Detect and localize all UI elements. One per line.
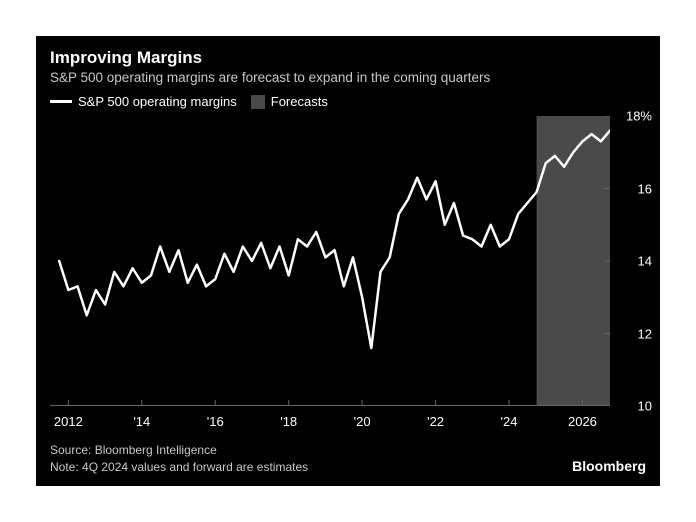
x-axis-label: '20 [354,414,371,429]
y-axis-label: 14 [638,254,652,269]
page-frame: Improving Margins S&P 500 operating marg… [0,0,696,522]
y-axis-label: 12 [638,326,652,341]
legend: S&P 500 operating margins Forecasts [50,94,328,109]
chart-container: Improving Margins S&P 500 operating marg… [36,36,660,486]
legend-forecast: Forecasts [251,94,328,109]
legend-rect-swatch [251,95,265,109]
x-axis-label: '18 [280,414,297,429]
brand-label: Bloomberg [572,458,646,474]
y-axis-label: 18% [626,109,652,124]
chart-subtitle: S&P 500 operating margins are forecast t… [50,70,490,85]
forecast-band [537,116,610,406]
x-axis-label: '22 [427,414,444,429]
x-axis-labels: 2012 '14 '16 '18 '20 '22 '24 2026 [50,414,610,432]
x-axis-label: '16 [207,414,224,429]
legend-line-swatch [50,100,72,103]
x-axis-label: '24 [501,414,518,429]
source-line: Source: Bloomberg Intelligence [50,442,308,459]
plot-area [50,116,610,406]
y-axis-labels: 1012141618% [616,116,652,406]
line-chart-svg [50,116,610,406]
legend-series: S&P 500 operating margins [50,94,237,109]
y-axis-label: 16 [638,181,652,196]
chart-title: Improving Margins [50,48,202,68]
note-line: Note: 4Q 2024 values and forward are est… [50,459,308,476]
x-axis-label: '14 [133,414,150,429]
footer: Source: Bloomberg Intelligence Note: 4Q … [50,442,308,476]
legend-forecast-label: Forecasts [271,94,328,109]
x-axis-label: 2026 [568,414,597,429]
legend-series-label: S&P 500 operating margins [78,94,237,109]
y-axis-label: 10 [638,399,652,414]
series-line [59,131,610,349]
x-axis-label: 2012 [54,414,83,429]
